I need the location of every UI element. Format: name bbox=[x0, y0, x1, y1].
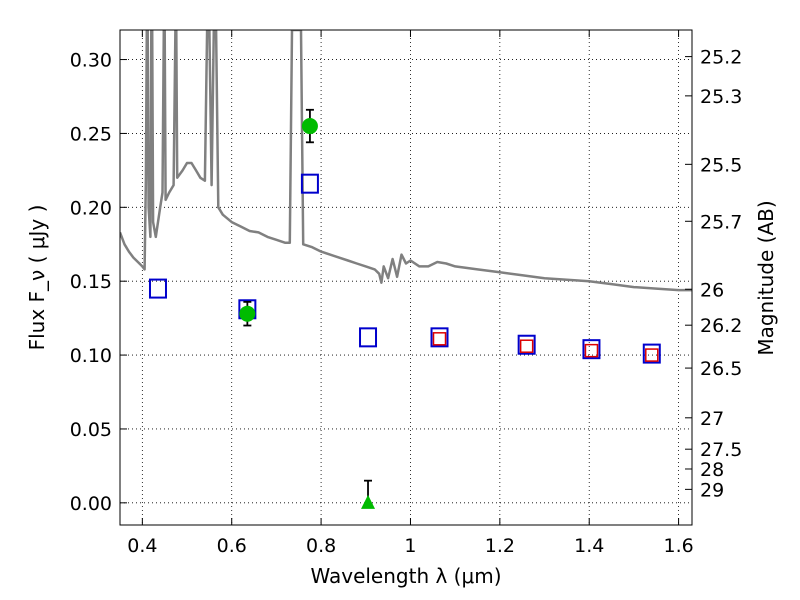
photometry-points bbox=[148, 108, 661, 509]
right-tick-label: 27 bbox=[700, 408, 724, 430]
x-tick-label: 0.4 bbox=[127, 535, 157, 557]
right-axis-label: Magnitude (AB) bbox=[754, 200, 778, 355]
y-tick-label: 0.15 bbox=[70, 271, 112, 293]
y-tick-label: 0.25 bbox=[70, 123, 112, 145]
model-square bbox=[300, 173, 319, 194]
right-tick-label: 26.2 bbox=[700, 315, 742, 337]
x-tick-label: 0.8 bbox=[306, 535, 336, 557]
right-tick-label: 29 bbox=[700, 479, 724, 501]
model-square bbox=[430, 327, 449, 348]
x-tick-label: 1.6 bbox=[663, 535, 693, 557]
right-tick-label: 28 bbox=[700, 459, 724, 481]
model-square bbox=[148, 278, 167, 299]
y-axis-label: Flux F_ν ( μJy ) bbox=[25, 205, 49, 351]
y-tick-label: 0.20 bbox=[70, 197, 112, 219]
model-spectrum bbox=[120, 30, 692, 292]
model-square bbox=[642, 343, 661, 364]
observed-point bbox=[239, 305, 256, 322]
right-tick-label: 25.3 bbox=[700, 86, 742, 108]
right-tick-label: 26 bbox=[700, 279, 724, 301]
model-square bbox=[359, 327, 378, 348]
x-tick-label: 0.6 bbox=[217, 535, 247, 557]
right-tick-label: 26.5 bbox=[700, 358, 742, 380]
axis-ticks: 0.4 0.6 0.8 1 1.2 1.4 1.6 0.00 0.05 0.10 0.15 0.20 0… bbox=[70, 30, 742, 557]
right-tick-label: 25.2 bbox=[700, 47, 742, 69]
inner-square bbox=[584, 343, 599, 358]
x-tick-label: 1 bbox=[404, 535, 416, 557]
x-tick-label: 1.4 bbox=[574, 535, 604, 557]
upper-limit-marker bbox=[361, 494, 376, 509]
right-tick-label: 25.7 bbox=[700, 211, 742, 233]
grid-lines bbox=[120, 30, 692, 525]
y-tick-label: 0.00 bbox=[70, 493, 112, 515]
y-tick-label: 0.30 bbox=[70, 50, 112, 72]
right-tick-label: 25.5 bbox=[700, 154, 742, 176]
y-tick-label: 0.10 bbox=[70, 345, 112, 367]
right-tick-label: 27.5 bbox=[700, 439, 742, 461]
observed-point bbox=[301, 118, 318, 135]
inner-square bbox=[519, 339, 534, 353]
x-tick-label: 1.2 bbox=[485, 535, 515, 557]
plot-frame bbox=[119, 29, 693, 526]
y-tick-label: 0.05 bbox=[70, 419, 112, 441]
spectrum-line bbox=[120, 30, 692, 292]
model-square bbox=[517, 334, 536, 355]
inner-square bbox=[432, 332, 447, 346]
inner-square bbox=[645, 348, 659, 362]
model-square bbox=[582, 339, 601, 360]
x-axis-label: Wavelength λ (μm) bbox=[310, 564, 501, 588]
